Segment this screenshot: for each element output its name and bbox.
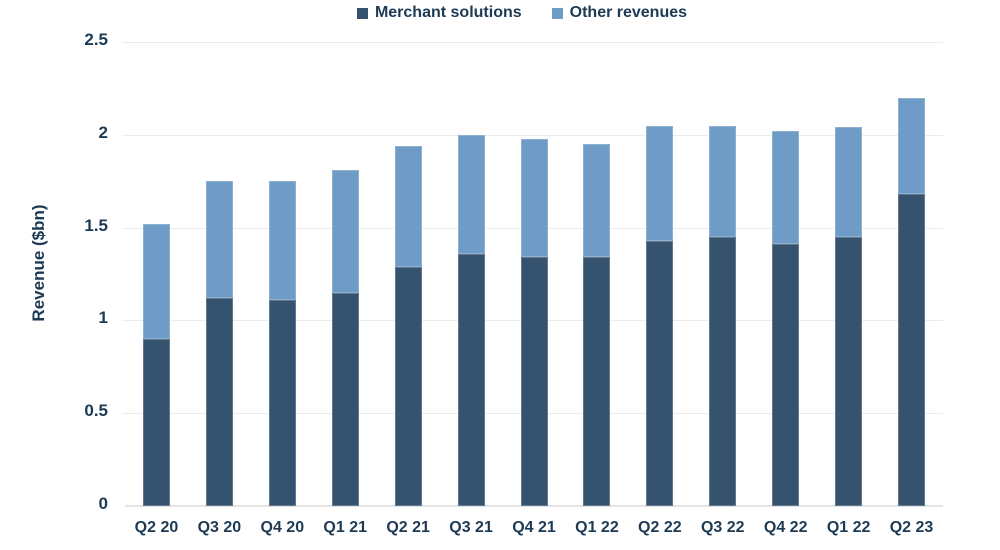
chart-legend: Merchant solutions Other revenues bbox=[22, 4, 1000, 22]
bar-segment-merchant-solutions bbox=[646, 240, 674, 506]
bar-segment-other-revenues bbox=[709, 125, 737, 237]
x-tick-label: Q4 21 bbox=[512, 519, 556, 536]
x-axis-line bbox=[125, 505, 943, 507]
bar-segment-other-revenues bbox=[583, 144, 611, 258]
gridline-2.5 bbox=[122, 42, 943, 43]
bar-segment-other-revenues bbox=[205, 181, 233, 299]
legend-label: Other revenues bbox=[569, 4, 688, 21]
bar-segment-other-revenues bbox=[520, 138, 548, 258]
bar-segment-merchant-solutions bbox=[205, 298, 233, 506]
x-tick-label: Q2 22 bbox=[638, 519, 682, 536]
x-tick-label: Q1 21 bbox=[323, 519, 368, 536]
bar-segment-merchant-solutions bbox=[457, 253, 485, 506]
x-tick-label: Q2 20 bbox=[134, 519, 179, 536]
x-tick-label: Q3 22 bbox=[700, 519, 745, 536]
bar-segment-other-revenues bbox=[835, 127, 863, 237]
legend-swatch-icon bbox=[356, 7, 368, 19]
bar-segment-other-revenues bbox=[394, 145, 422, 267]
bar-segment-merchant-solutions bbox=[268, 299, 296, 506]
bar-segment-other-revenues bbox=[331, 170, 359, 293]
bar-segment-merchant-solutions bbox=[394, 266, 422, 506]
x-tick-label: Q1 22 bbox=[575, 519, 619, 536]
x-tick-label: Q2 23 bbox=[889, 519, 934, 536]
bar-segment-merchant-solutions bbox=[583, 257, 611, 506]
bar-segment-other-revenues bbox=[772, 131, 800, 245]
y-tick-label: 2 bbox=[98, 122, 108, 142]
x-tick-label: Q3 21 bbox=[449, 519, 493, 536]
y-tick-label: 0.5 bbox=[84, 401, 108, 421]
legend-label: Merchant solutions bbox=[374, 4, 522, 21]
bar-segment-other-revenues bbox=[142, 223, 170, 339]
gridline-2 bbox=[122, 134, 943, 136]
bar-segment-other-revenues bbox=[457, 134, 485, 254]
bar-segment-other-revenues bbox=[268, 181, 296, 300]
legend-item-merchant-solutions: Merchant solutions bbox=[356, 4, 522, 22]
x-tick-label: Q2 21 bbox=[386, 519, 430, 536]
bar-segment-merchant-solutions bbox=[709, 236, 737, 506]
x-tick-label: Q4 22 bbox=[763, 519, 808, 536]
bar-segment-merchant-solutions bbox=[142, 338, 170, 506]
x-tick-label: Q4 20 bbox=[260, 519, 305, 536]
y-axis-title: Revenue ($bn) bbox=[29, 204, 48, 322]
bar-segment-merchant-solutions bbox=[772, 244, 800, 506]
y-tick-label: 0 bbox=[98, 494, 108, 513]
bar-segment-merchant-solutions bbox=[835, 236, 863, 506]
bar-segment-other-revenues bbox=[646, 125, 674, 241]
y-tick-label: 1.5 bbox=[84, 215, 108, 235]
bar-segment-other-revenues bbox=[898, 97, 926, 195]
bar-segment-merchant-solutions bbox=[520, 257, 548, 506]
legend-swatch-icon bbox=[551, 7, 563, 19]
bar-segment-merchant-solutions bbox=[898, 194, 926, 506]
x-tick-label: Q1 22 bbox=[826, 519, 871, 536]
bar-segment-merchant-solutions bbox=[331, 292, 359, 506]
y-tick-label: 1 bbox=[98, 308, 108, 328]
y-tick-label: 2.5 bbox=[84, 30, 108, 49]
x-tick-label: Q3 20 bbox=[197, 519, 242, 536]
legend-item-other-revenues: Other revenues bbox=[551, 4, 688, 22]
